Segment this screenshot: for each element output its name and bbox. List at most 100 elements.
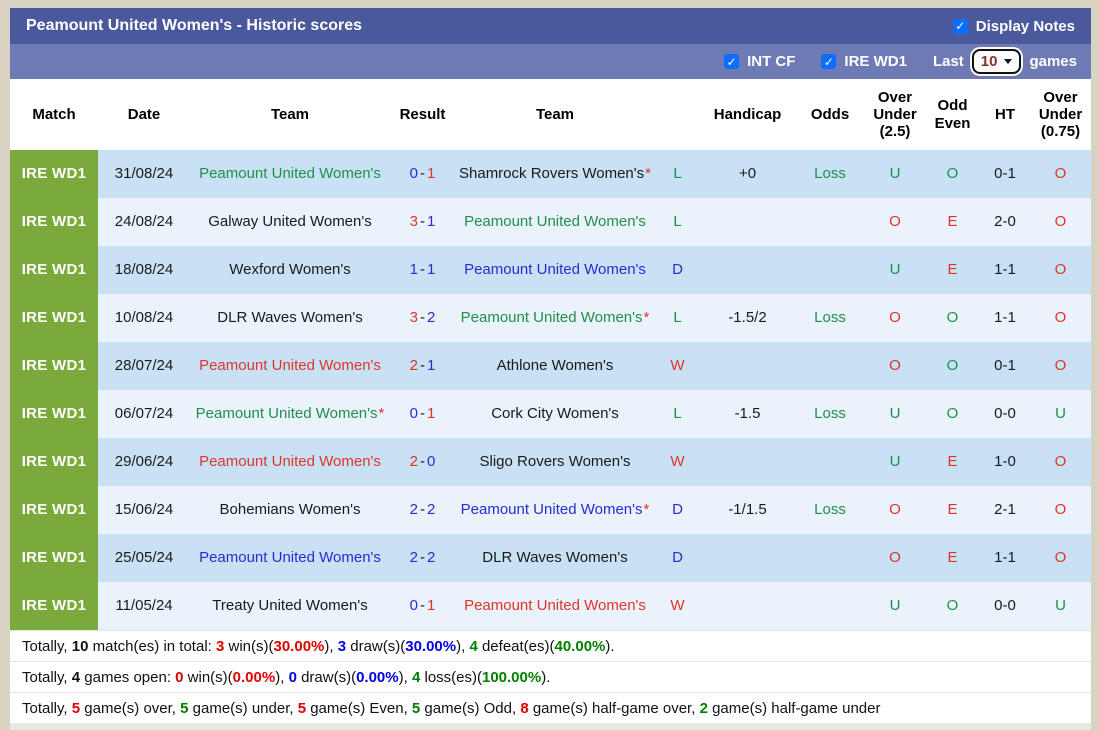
wdl-indicator: D: [655, 246, 700, 294]
over-under-075: O: [1030, 486, 1091, 534]
home-team: Peamount United Women's: [190, 438, 390, 486]
league-badge: IRE WD1: [10, 294, 98, 342]
match-date: 29/06/24: [98, 438, 190, 486]
league-badge: IRE WD1: [10, 582, 98, 630]
odds-result: [795, 582, 865, 630]
away-team: DLR Waves Women's: [455, 534, 655, 582]
ire-wd1-label: IRE WD1: [844, 53, 907, 70]
filter-ire-wd1: IRE WD1: [821, 53, 907, 70]
table-row: IRE WD1 10/08/24 DLR Waves Women's 3-2 Peamo…: [10, 294, 1091, 342]
away-team-name: Peamount United Women's: [464, 261, 646, 278]
away-team-name: Cork City Women's: [491, 405, 619, 422]
handicap-value: +0: [700, 150, 795, 198]
home-score: 0: [409, 597, 418, 614]
column-header: Over Under (2.5): [873, 88, 917, 141]
chevron-down-icon: [1004, 59, 1013, 64]
away-score: 2: [427, 549, 436, 566]
league-badge: IRE WD1: [10, 534, 98, 582]
summary-line: Totally, 10 match(es) in total: 3 win(s)…: [10, 630, 1091, 661]
odds-result: [795, 246, 865, 294]
page-title: Peamount United Women's - Historic score…: [26, 17, 363, 34]
home-team: Bohemians Women's: [190, 486, 390, 534]
table-body: IRE WD1 31/08/24 Peamount United Women's 0-…: [10, 150, 1091, 630]
home-team: Peamount United Women's: [190, 150, 390, 198]
wdl-indicator: L: [655, 150, 700, 198]
home-team-name: DLR Waves Women's: [217, 309, 363, 326]
odd-even: O: [925, 342, 980, 390]
summary-segment: 4: [411, 668, 421, 686]
away-score: 2: [427, 309, 436, 326]
int-cf-label: INT CF: [747, 53, 796, 70]
match-result: 2-0: [390, 438, 455, 486]
table-header-row: Match Date Team Result Team Handicap Odds Over …: [10, 79, 1091, 150]
away-score: 1: [427, 405, 436, 422]
home-team-name: Wexford Women's: [229, 261, 351, 278]
home-team-name: Bohemians Women's: [219, 501, 361, 518]
summary-segment: game(s) half-game under: [707, 699, 881, 717]
summary-segment: 5: [71, 699, 81, 717]
over-under-25: U: [865, 390, 925, 438]
over-under-25: O: [865, 294, 925, 342]
odds-result: [795, 438, 865, 486]
display-notes-checkbox[interactable]: [952, 18, 968, 34]
odd-even: O: [925, 582, 980, 630]
summary-segment: win(s)(: [224, 637, 274, 655]
half-time-score: 2-0: [980, 198, 1030, 246]
column-header: Over Under (0.75): [1038, 88, 1083, 141]
half-time-score: 0-1: [980, 342, 1030, 390]
open-game-marker: *: [643, 501, 650, 518]
half-time-score: 2-1: [980, 486, 1030, 534]
half-time-score: 1-1: [980, 534, 1030, 582]
score-separator: -: [420, 165, 425, 182]
odds-result: [795, 534, 865, 582]
title-bar: Peamount United Women's - Historic score…: [10, 8, 1091, 44]
column-header: HT: [995, 105, 1015, 123]
summary-segment: ),: [398, 668, 412, 686]
home-team-name: Peamount United Women's: [195, 405, 378, 422]
summary-segment: 4: [469, 637, 478, 655]
wdl-indicator: D: [655, 534, 700, 582]
odds-result: Loss: [795, 486, 865, 534]
summary-segment: 2: [699, 699, 708, 717]
odd-even: E: [925, 534, 980, 582]
summary-segment: defeat(es)(: [477, 637, 555, 655]
away-score: 1: [427, 357, 436, 374]
away-score: 2: [427, 501, 436, 518]
odd-even: O: [925, 294, 980, 342]
ire-wd1-checkbox[interactable]: [821, 54, 837, 69]
over-under-25: U: [865, 150, 925, 198]
match-date: 28/07/24: [98, 342, 190, 390]
over-under-25: O: [865, 486, 925, 534]
last-games-select[interactable]: 10: [971, 49, 1022, 74]
score-separator: -: [420, 453, 425, 470]
handicap-value: -1/1.5: [700, 486, 795, 534]
away-score: 1: [427, 597, 436, 614]
over-under-075: O: [1030, 150, 1091, 198]
odd-even: E: [925, 486, 980, 534]
odds-result: [795, 198, 865, 246]
match-result: 0-1: [390, 150, 455, 198]
handicap-value: [700, 246, 795, 294]
match-result: 2-2: [390, 534, 455, 582]
summary-segment: 100.00%: [481, 668, 542, 686]
match-result: 1-1: [390, 246, 455, 294]
summary-segment: ).: [541, 668, 551, 686]
away-team-name: Peamount United Women's: [460, 309, 643, 326]
home-team: DLR Waves Women's: [190, 294, 390, 342]
summary-segment: Totally,: [22, 637, 72, 655]
match-date: 18/08/24: [98, 246, 190, 294]
score-separator: -: [420, 549, 425, 566]
summary-segment: 0: [288, 668, 297, 686]
summary-segment: 4: [71, 668, 81, 686]
open-game-marker: *: [643, 309, 650, 326]
column-header: Team: [535, 105, 575, 123]
home-score: 0: [409, 165, 418, 182]
match-result: 3-2: [390, 294, 455, 342]
league-badge: IRE WD1: [10, 486, 98, 534]
league-badge: IRE WD1: [10, 390, 98, 438]
int-cf-checkbox[interactable]: [724, 54, 740, 69]
away-team: Peamount United Women's: [455, 198, 655, 246]
league-badge: IRE WD1: [10, 150, 98, 198]
home-team: Wexford Women's: [190, 246, 390, 294]
table-row: IRE WD1 29/06/24 Peamount United Women's 2-…: [10, 438, 1091, 486]
